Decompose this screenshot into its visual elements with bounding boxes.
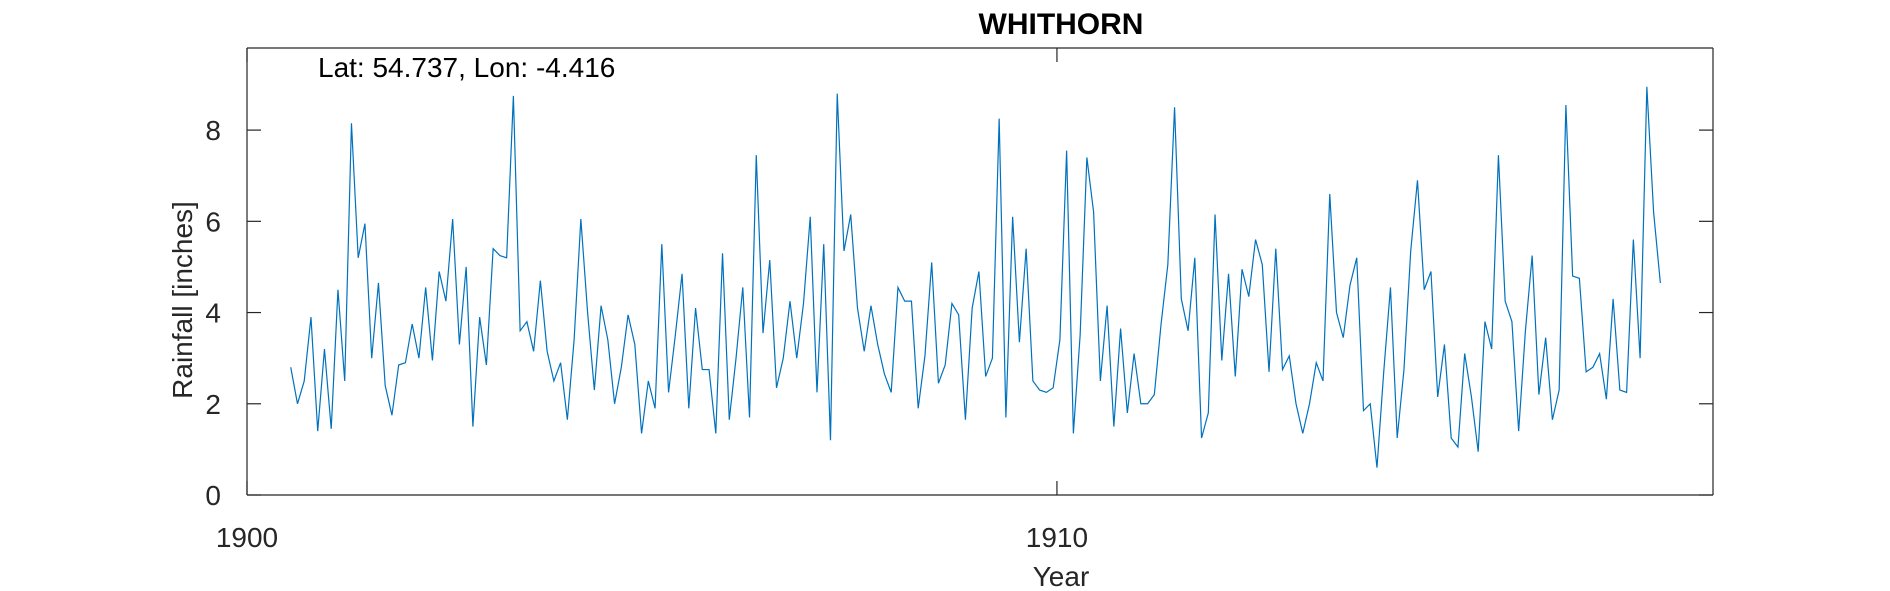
x-tick-label: 1910 — [1026, 522, 1088, 553]
y-tick-label: 2 — [205, 389, 221, 420]
y-tick-label: 4 — [205, 298, 221, 329]
x-tick-label: 1900 — [216, 522, 278, 553]
axes — [246, 47, 1714, 496]
y-tick-label: 0 — [205, 480, 221, 511]
y-axis-label: Rainfall [inches] — [167, 201, 198, 399]
x-axis-label: Year — [1033, 561, 1090, 591]
chart-title: WHITHORN — [979, 8, 1144, 41]
y-ticks: 0 2 4 6 8 — [205, 115, 1713, 511]
y-tick-label: 6 — [205, 206, 221, 237]
rainfall-series-line — [290, 86, 1661, 468]
y-tick-label: 8 — [205, 115, 221, 146]
x-ticks: 1900 1910 — [216, 48, 1088, 553]
location-annotation: Lat: 54.737, Lon: -4.416 — [318, 52, 615, 83]
